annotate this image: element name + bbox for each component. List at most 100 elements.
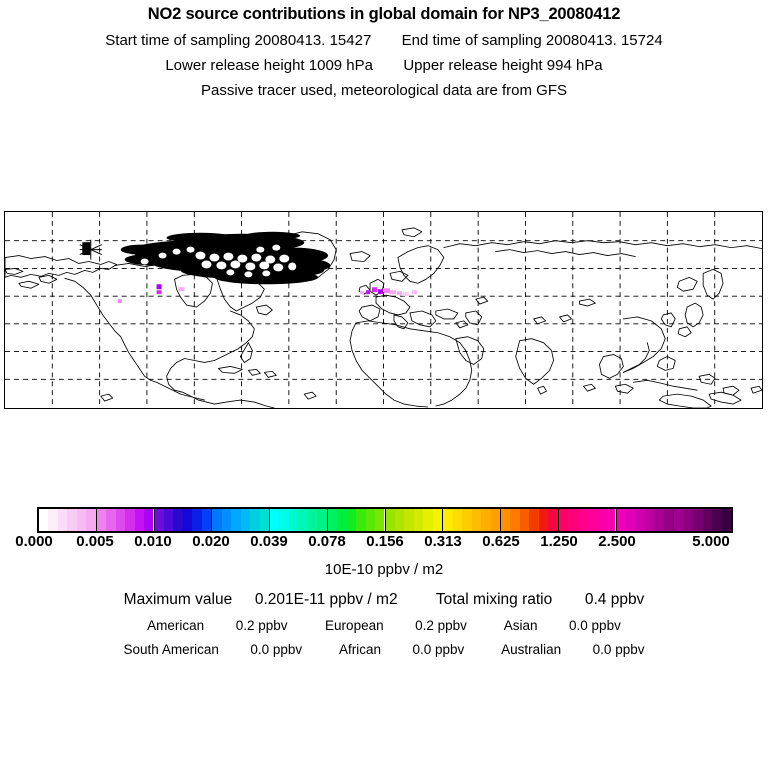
colorbar-cell-5-0 xyxy=(327,509,338,531)
colorbar-cell-11-2 xyxy=(693,509,703,531)
colorbar-cell-6-5 xyxy=(432,509,443,531)
colorbar-tick-7: 0.313 xyxy=(424,533,462,550)
colorbar-gradient xyxy=(37,507,733,533)
colorbar-cell-1-2 xyxy=(115,509,126,531)
source-value-australian: 0.0 ppbv xyxy=(592,642,645,657)
colorbar-cell-5-5 xyxy=(375,509,385,531)
maximum-value: 0.201E-11 ppbv / m2 xyxy=(254,591,398,608)
total-mixing-ratio-label: Total mixing ratio xyxy=(435,591,553,608)
colorbar-block-11 xyxy=(674,509,731,531)
coastlines xyxy=(5,227,762,408)
source-value-african: 0.0 ppbv xyxy=(412,642,465,657)
source-name-south-american: South American xyxy=(123,642,219,657)
colorbar-cell-6-1 xyxy=(394,509,405,531)
upper-release-height-label: Upper release height 994 hPa xyxy=(403,56,603,74)
colorbar-cell-2-5 xyxy=(201,509,212,531)
plume-cells xyxy=(117,284,417,304)
colorbar-cell-7-3 xyxy=(471,509,482,531)
colorbar-block-3 xyxy=(212,509,270,531)
colorbar-cell-2-4 xyxy=(192,509,202,531)
source-value-asian: 0.0 ppbv xyxy=(569,617,621,633)
colorbar-cell-6-3 xyxy=(413,509,424,531)
colorbar-cell-1-3 xyxy=(125,509,135,531)
colorbar-cell-9-1 xyxy=(568,509,578,531)
source-name-european: European xyxy=(325,617,384,633)
colorbar-cell-10-4 xyxy=(654,509,664,531)
tracer-note: Passive tracer used, meteorological data… xyxy=(201,81,567,99)
colorbar-cell-9-3 xyxy=(587,509,597,531)
colorbar-cell-0-4 xyxy=(76,509,87,531)
colorbar-tick-5: 0.078 xyxy=(308,533,346,550)
colorbar-cell-3-3 xyxy=(240,509,251,531)
colorbar-cell-8-4 xyxy=(538,509,549,531)
colorbar-cell-10-1 xyxy=(625,509,636,531)
colorbar-tick-4: 0.039 xyxy=(250,533,288,550)
release-height-line: Lower release height 1009 hPa Upper rele… xyxy=(0,58,768,73)
colorbar-cell-0-2 xyxy=(57,509,68,531)
source-name-asian: Asian xyxy=(503,617,538,633)
colorbar-cell-9-5 xyxy=(606,509,616,531)
colorbar xyxy=(37,507,733,533)
colorbar-cell-2-0 xyxy=(154,509,164,531)
colorbar-cell-11-1 xyxy=(683,509,694,531)
page-title: NO2 source contributions in global domai… xyxy=(147,5,621,23)
release-point-marker xyxy=(79,239,102,260)
colorbar-cell-0-1 xyxy=(48,509,58,531)
total-mixing-ratio-value: 0.4 ppbv xyxy=(584,591,645,608)
colorbar-cell-0-3 xyxy=(67,509,77,531)
map-panel xyxy=(4,211,763,409)
colorbar-cell-3-2 xyxy=(231,509,241,531)
colorbar-cell-8-3 xyxy=(529,509,539,531)
colorbar-cell-8-1 xyxy=(510,509,520,531)
colorbar-tick-9: 1.250 xyxy=(540,533,578,550)
colorbar-cell-0-0 xyxy=(39,509,49,531)
lower-release-height-label: Lower release height 1009 hPa xyxy=(165,56,373,74)
colorbar-cell-4-0 xyxy=(270,509,280,531)
colorbar-cell-10-2 xyxy=(635,509,645,531)
colorbar-cell-7-5 xyxy=(490,509,500,531)
world-map xyxy=(5,212,762,408)
colorbar-cell-2-1 xyxy=(163,509,174,531)
colorbar-block-7 xyxy=(443,509,501,531)
colorbar-cell-7-1 xyxy=(452,509,463,531)
colorbar-cell-8-0 xyxy=(501,509,511,531)
colorbar-cell-9-0 xyxy=(558,509,569,531)
colorbar-block-10 xyxy=(616,509,675,531)
colorbar-cell-4-3 xyxy=(298,509,308,531)
colorbar-block-1 xyxy=(96,509,155,531)
source-value-european: 0.2 ppbv xyxy=(415,617,467,633)
colorbar-tick-6: 0.156 xyxy=(366,533,404,550)
colorbar-cell-1-5 xyxy=(144,509,154,531)
colorbar-tick-11: 5.000 xyxy=(692,533,730,550)
colorbar-cell-11-0 xyxy=(674,509,684,531)
colorbar-cell-6-4 xyxy=(423,509,433,531)
map-gridlines xyxy=(5,212,762,408)
colorbar-cell-9-2 xyxy=(577,509,588,531)
colorbar-tick-0: 0.000 xyxy=(15,533,53,550)
source-row-2: South American 0.0 ppbv African 0.0 ppbv… xyxy=(0,643,768,657)
source-name-american: American xyxy=(147,617,205,633)
colorbar-tick-8: 0.625 xyxy=(482,533,520,550)
colorbar-cell-1-4 xyxy=(134,509,145,531)
colorbar-cell-4-4 xyxy=(307,509,318,531)
colorbar-block-0 xyxy=(39,509,97,531)
sampling-time-line: Start time of sampling 20080413. 15427 E… xyxy=(0,33,768,48)
colorbar-cell-6-0 xyxy=(385,509,395,531)
colorbar-block-8 xyxy=(501,509,559,531)
colorbar-tick-labels: 0.000 0.005 0.010 0.020 0.039 0.078 0.156 0.313… xyxy=(0,534,768,552)
source-name-australian: Australian xyxy=(501,642,562,657)
maximum-value-label: Maximum value xyxy=(123,591,233,608)
figure-header: NO2 source contributions in global domai… xyxy=(0,0,768,98)
colorbar-tick-10: 2.500 xyxy=(598,533,636,550)
colorbar-block-4 xyxy=(270,509,328,531)
source-value-american: 0.2 ppbv xyxy=(235,617,288,633)
colorbar-cell-8-2 xyxy=(519,509,530,531)
colorbar-cell-1-0 xyxy=(96,509,107,531)
colorbar-cell-10-5 xyxy=(663,509,674,531)
colorbar-cell-5-3 xyxy=(356,509,366,531)
colorbar-cell-11-4 xyxy=(712,509,722,531)
max-and-total-row: Maximum value 0.201E-11 ppbv / m2 Total … xyxy=(0,592,768,608)
colorbar-cell-7-2 xyxy=(462,509,472,531)
colorbar-cell-11-3 xyxy=(702,509,713,531)
colorbar-block-9 xyxy=(558,509,617,531)
